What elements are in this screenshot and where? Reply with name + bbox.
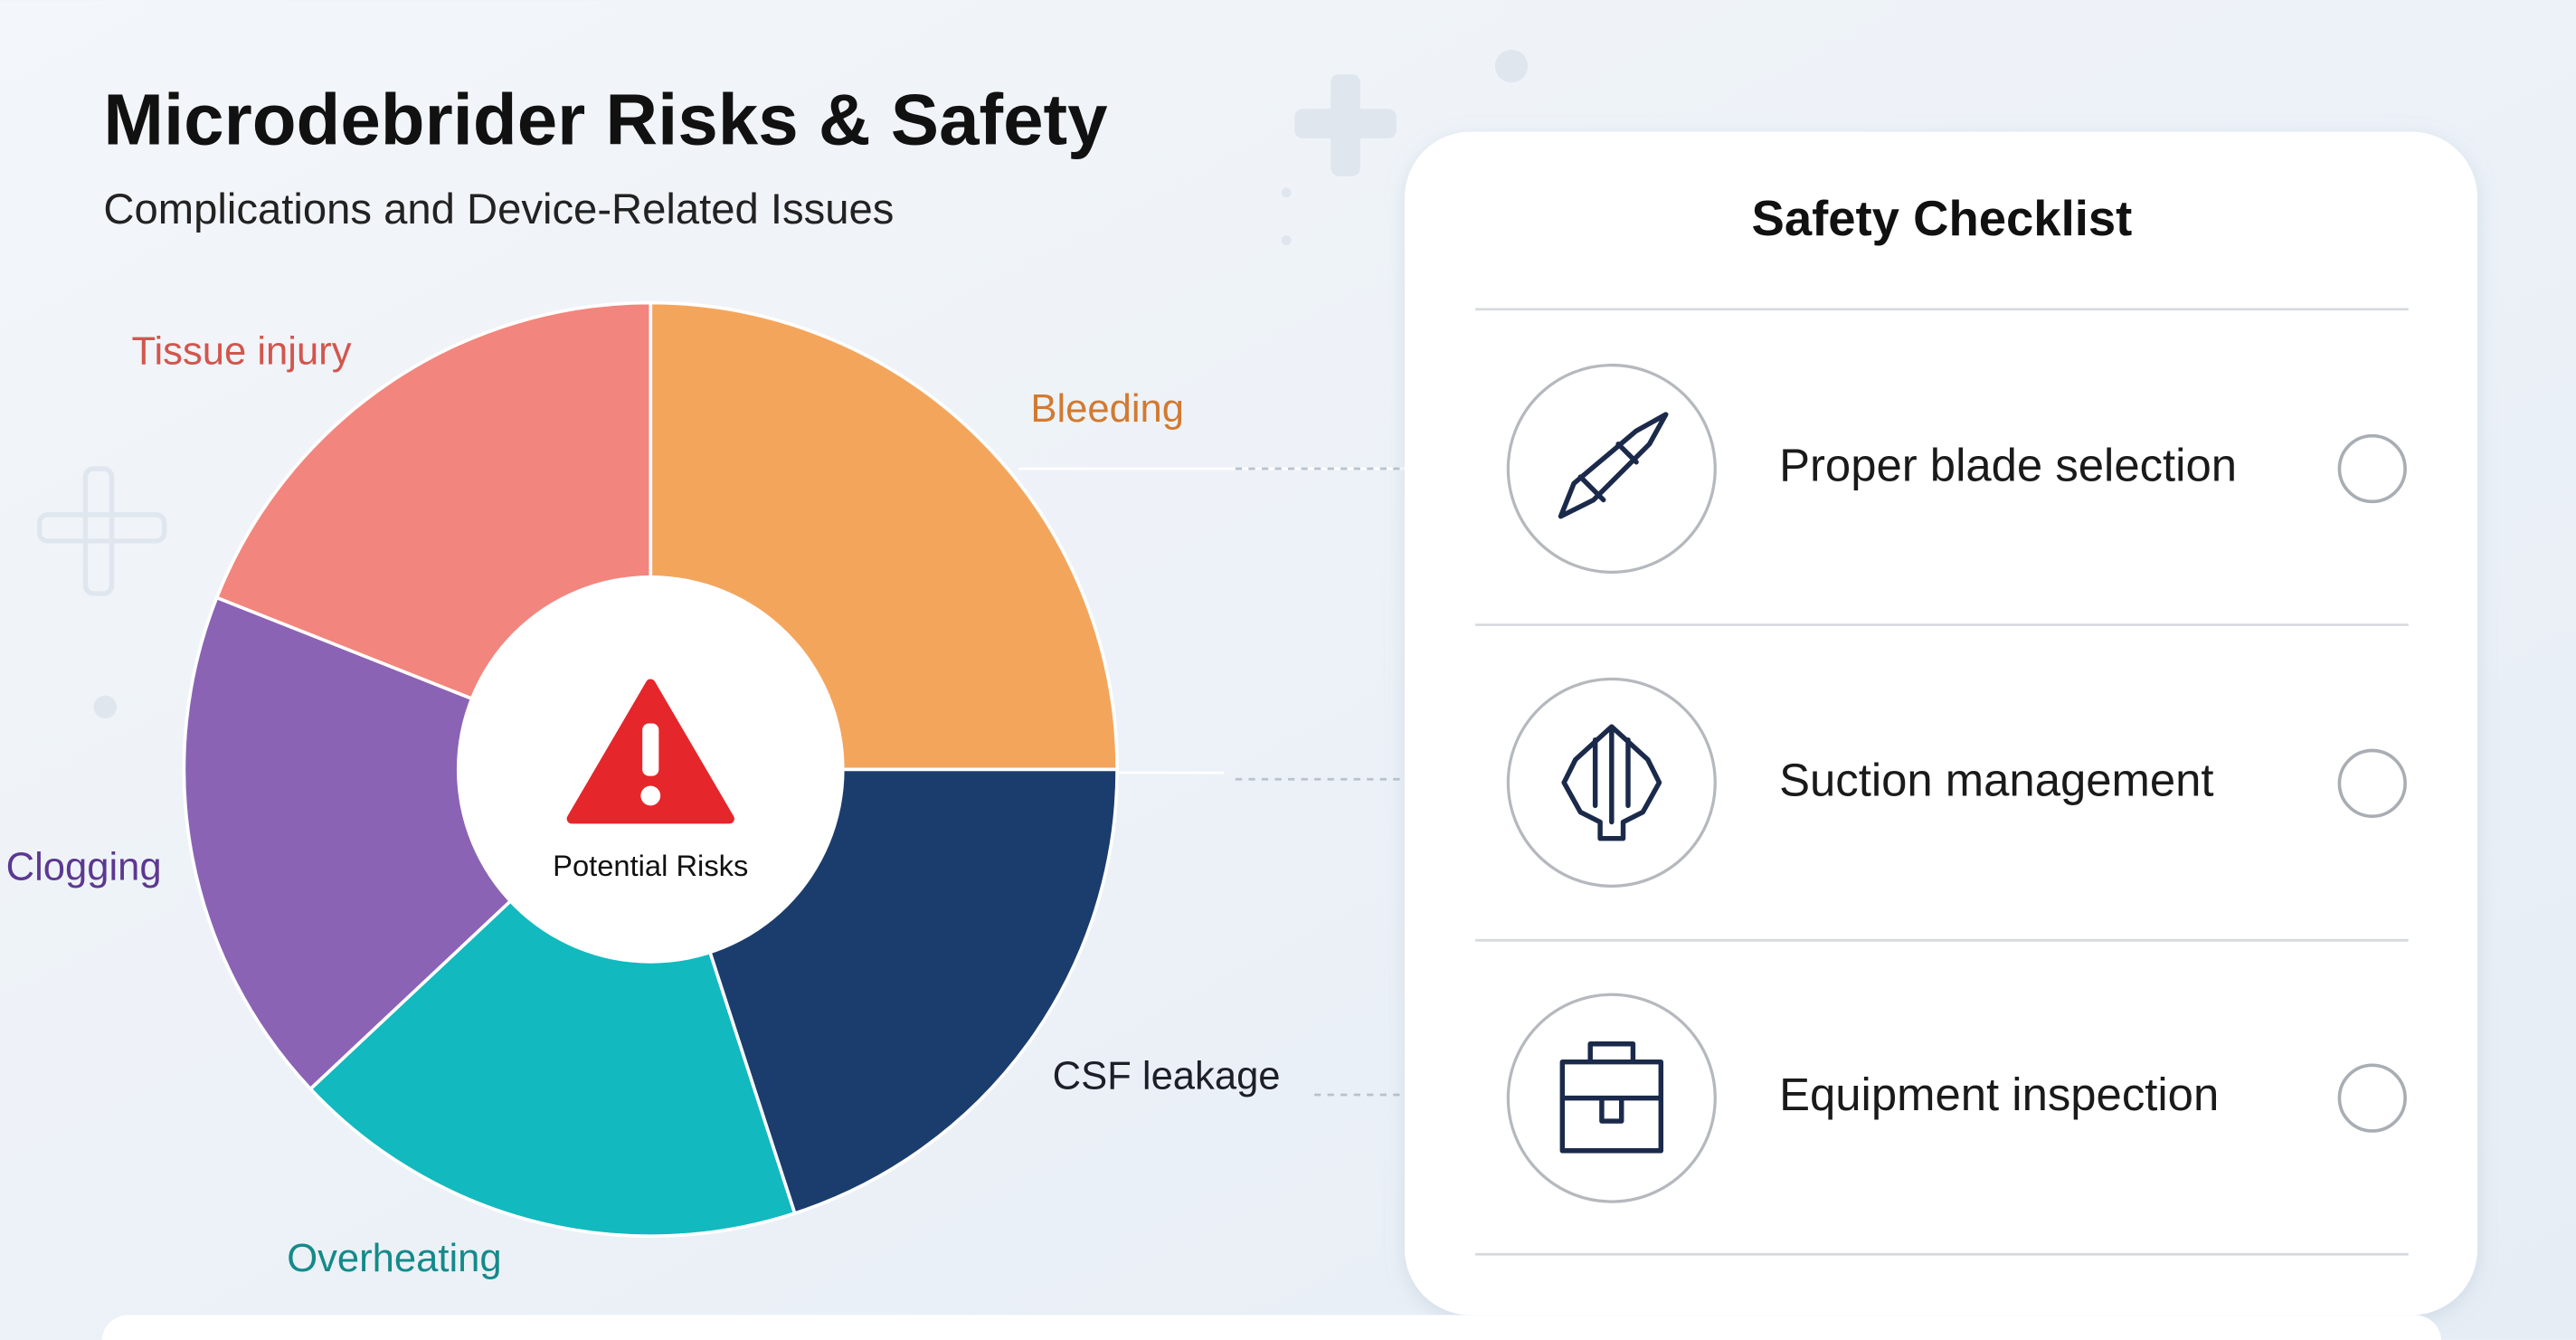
pie-slice — [182, 595, 654, 1092]
checkbox[interactable] — [2337, 433, 2407, 504]
checklist-item: Suction management — [1779, 754, 2213, 805]
bottom-card — [101, 1315, 2442, 1340]
center-label: Potential Risks — [553, 849, 748, 882]
checklist-item: Equipment inspection — [1779, 1069, 2219, 1120]
checklist-panel — [1404, 131, 2478, 1316]
checklist-items: Proper blade selection Suction management… — [1779, 433, 2407, 1133]
icon-circles — [1506, 363, 1717, 1203]
slice-label: Tissue injury — [132, 329, 352, 373]
slice-label: Overheating — [287, 1237, 501, 1280]
decorations — [36, 49, 1529, 719]
subtitle: Complications and Device-Related Issues — [103, 185, 894, 233]
checklist-item: Proper blade selection — [1779, 439, 2237, 490]
checklist-title: Safety Checklist — [1751, 191, 2132, 246]
warning-icon — [642, 723, 659, 776]
dividers — [1475, 308, 2409, 1256]
checkbox[interactable] — [2337, 1063, 2407, 1133]
leader-lines — [1018, 467, 1454, 1097]
item-icons — [1558, 412, 1669, 1154]
checkbox[interactable] — [2337, 748, 2407, 818]
slice-label: Clogging — [6, 846, 162, 889]
slice-label: Bleeding — [1030, 387, 1184, 431]
title: Microdebrider Risks & Safety — [103, 79, 1108, 159]
slice-label: CSF leakage — [1053, 1054, 1281, 1098]
warning-icon — [640, 785, 661, 806]
